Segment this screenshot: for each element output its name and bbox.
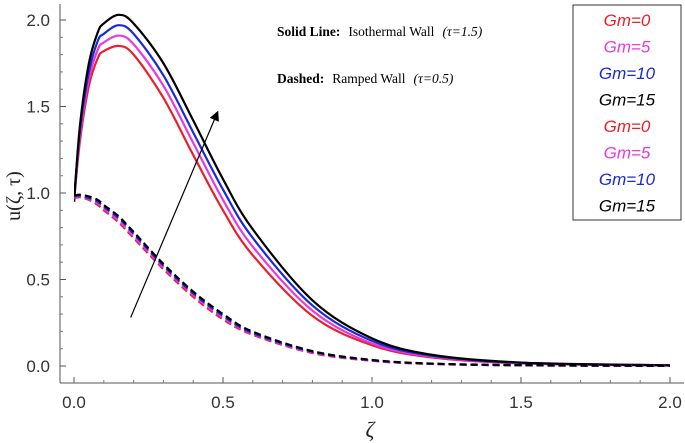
x-tick-label: 0.0 (62, 393, 86, 412)
x-tick-label: 0.5 (211, 393, 235, 412)
legend-entry-dashed-gm-10: Gm=10 (599, 170, 656, 189)
legend-entry-solid-gm-10: Gm=10 (599, 64, 656, 83)
trend-arrow (130, 110, 219, 318)
legend-entry-dashed-gm-15: Gm=15 (599, 197, 656, 216)
y-tick-label: 0.0 (26, 357, 50, 376)
annotation-dashed: Dashed: Ramped Wall (τ=0.5) (277, 70, 454, 87)
legend-entry-solid-gm-5: Gm=5 (604, 38, 651, 57)
y-axis-label: u(ζ, τ) (3, 171, 25, 221)
series-line-solid-gm-15 (74, 13, 671, 367)
annotation-solid-bold: Solid Line: (277, 24, 340, 39)
legend-entries: Gm=0 Gm=5 Gm=10 Gm=15 Gm=0 Gm=5 Gm=10 Gm=15 (599, 11, 656, 216)
legend-entry-solid-gm-15: Gm=15 (599, 91, 656, 110)
annotation-solid-tau: (τ=1.5) (442, 24, 482, 39)
legend: Gm=0 Gm=5 Gm=10 Gm=15 Gm=0 Gm=5 Gm=10 Gm=15 (572, 4, 682, 221)
y-tick-label: 2.0 (26, 11, 50, 30)
annotation-dashed-tau: (τ=0.5) (414, 71, 454, 86)
x-tick-label: 1.5 (509, 393, 533, 412)
series-line-dashed-gm-15 (74, 193, 671, 367)
x-tick-label: 2.0 (658, 393, 682, 412)
y-tick-label: 1.5 (26, 98, 50, 117)
svg-text:Dashed: Ramped Wall: Dashed: Ramped Wall (τ=0.5) (277, 70, 454, 87)
series-layer (74, 13, 671, 367)
y-tick-label: 1.0 (26, 184, 50, 203)
y-tick-label: 0.5 (26, 271, 50, 290)
x-tick-label: 1.0 (360, 393, 384, 412)
svg-text:Solid Line: Isothermal W: Solid Line: Isothermal Wall (τ=1.5) (277, 23, 483, 40)
annotation-solid-text: Isothermal Wall (348, 24, 434, 39)
legend-entry-dashed-gm-0: Gm=0 (604, 117, 651, 136)
arrow-layer (130, 110, 219, 318)
annotation-solid: Solid Line: Isothermal Wall (τ=1.5) (277, 23, 483, 40)
annotation-dashed-text: Ramped Wall (332, 71, 406, 86)
ticks-layer: 0.0 0.5 1.0 1.5 2.0 0.0 0.5 1.0 1.5 2.0 (26, 11, 681, 412)
legend-entry-solid-gm-0: Gm=0 (604, 11, 651, 30)
legend-entry-dashed-gm-5: Gm=5 (604, 144, 651, 163)
x-axis-label: ζ (366, 417, 377, 442)
annotation-dashed-bold: Dashed: (277, 71, 324, 86)
legend-box (572, 4, 682, 221)
